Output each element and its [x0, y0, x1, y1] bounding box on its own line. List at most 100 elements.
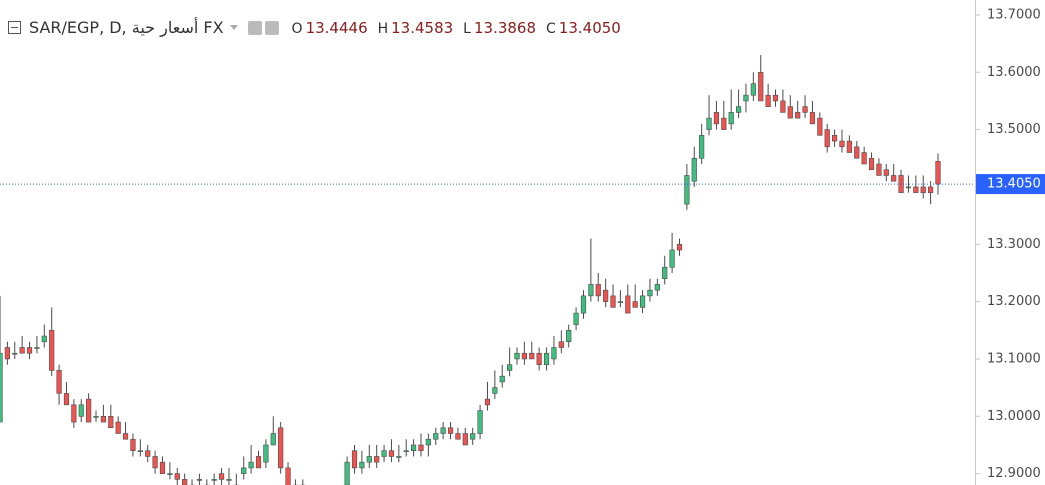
y-tick-label: 13.0000 — [987, 409, 1041, 424]
candle-body — [558, 341, 564, 348]
candle-body — [388, 450, 395, 457]
candle-body — [241, 467, 247, 474]
candle-body — [425, 438, 431, 446]
candle-body — [625, 295, 631, 314]
candle-body — [580, 295, 587, 314]
candle-body — [440, 427, 446, 434]
candle-body — [63, 393, 70, 406]
y-tick-label: 13.5000 — [987, 122, 1041, 137]
candle-body — [905, 186, 912, 189]
candle-body — [152, 456, 158, 469]
y-tick-label: 13.3000 — [987, 237, 1041, 252]
ohlc-value: 13.3868 — [473, 19, 537, 37]
candle-body — [108, 416, 114, 429]
candle-body — [839, 140, 845, 148]
ohlc-value: 13.4050 — [558, 19, 621, 37]
candle-body — [270, 433, 276, 446]
candle-body — [920, 186, 926, 193]
candle-body — [174, 473, 180, 480]
y-tick-label: 12.9000 — [987, 466, 1041, 481]
candle-body — [573, 312, 579, 325]
candle-body — [824, 129, 830, 148]
plot — [0, 55, 941, 485]
candle-body — [610, 295, 616, 308]
candle-body — [411, 444, 417, 452]
ohlc-letter: C — [546, 21, 556, 37]
candle-body — [617, 301, 623, 303]
candle-body — [41, 335, 47, 343]
candle-body — [218, 473, 225, 480]
last-price-tag — [976, 174, 1045, 195]
candle-body — [507, 364, 513, 371]
candle-body — [285, 467, 291, 485]
candle-body — [484, 398, 491, 406]
candle-body — [226, 479, 232, 481]
candle-body — [795, 112, 801, 119]
candle-body — [529, 352, 535, 360]
candle-body — [647, 289, 653, 297]
candle-body — [86, 398, 92, 423]
candle-body — [255, 456, 262, 469]
candle-body — [898, 175, 904, 193]
candle-body — [167, 473, 173, 475]
candle-body — [743, 94, 749, 102]
candle-body — [366, 456, 372, 463]
dropdown-caret[interactable] — [229, 25, 238, 30]
candle-body — [211, 479, 217, 481]
candle-body — [344, 461, 350, 485]
candle-body — [381, 450, 387, 457]
candle-body — [713, 112, 720, 125]
visibility-icon[interactable] — [247, 20, 262, 35]
candle-body — [588, 284, 594, 297]
candle-body — [470, 433, 476, 440]
candle-body — [721, 117, 727, 130]
candle-body — [883, 169, 889, 176]
candle-body — [49, 329, 55, 371]
candle-body — [832, 135, 838, 142]
candle-body — [418, 444, 424, 452]
candle-body — [455, 433, 461, 440]
candle-body — [462, 433, 468, 446]
candle-body — [248, 461, 254, 469]
candle-body — [684, 175, 690, 205]
candle-body — [182, 479, 188, 485]
candle-body — [551, 347, 557, 360]
candle-body — [809, 112, 816, 125]
candle-body — [34, 347, 40, 349]
ohlc-letter: H — [377, 21, 389, 37]
candle-body — [477, 410, 483, 434]
candle-body — [654, 284, 660, 291]
candle-body — [56, 370, 62, 394]
candle-body — [603, 289, 609, 302]
candle-body — [780, 100, 786, 113]
candle-body — [12, 352, 18, 355]
ohlc-letter: O — [291, 21, 303, 37]
candle-body — [130, 438, 136, 452]
candle-body — [93, 416, 99, 418]
candle-body — [802, 106, 808, 113]
candle-body — [100, 416, 106, 423]
ohlc-value: 13.4583 — [391, 19, 454, 37]
y-tick-label: 13.7000 — [987, 7, 1041, 22]
candle-body — [145, 450, 151, 457]
candle-body — [137, 450, 143, 453]
candle-body — [433, 433, 439, 440]
candle-body — [772, 94, 779, 102]
ohlc-values: O 13.4446 H 13.4583 L 13.3868 C 13.4050 — [282, 18, 621, 37]
settings-icon[interactable] — [264, 20, 279, 35]
candle-body — [374, 456, 380, 463]
candle-body — [750, 83, 756, 96]
candle-body — [115, 421, 121, 434]
candle-body — [536, 352, 542, 365]
candle-body — [928, 186, 934, 193]
candle-body — [351, 450, 358, 469]
candle-body — [765, 94, 771, 107]
symbol-title[interactable]: SAR/EGP, D, أسعار حية FX — [29, 18, 224, 37]
candle-body — [19, 347, 25, 354]
candle-body — [543, 352, 550, 365]
candle-body — [278, 427, 284, 469]
candle-body — [735, 106, 742, 113]
collapse-icon[interactable] — [8, 21, 21, 34]
candle-body — [492, 387, 498, 394]
